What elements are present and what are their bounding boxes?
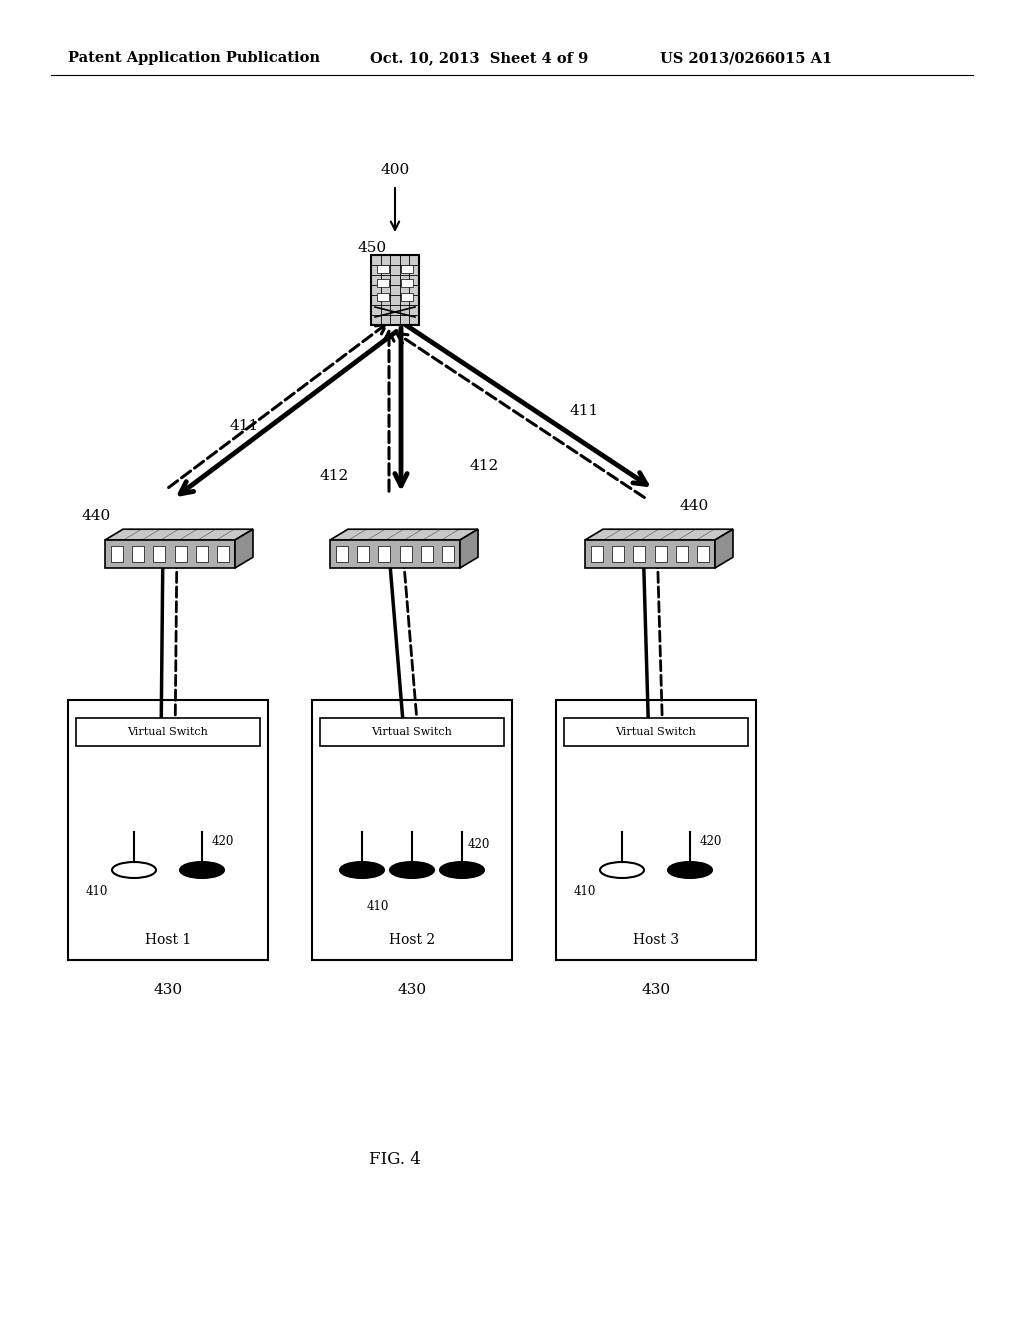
Bar — [68, 700, 268, 960]
Text: 430: 430 — [154, 983, 182, 997]
Text: 450: 450 — [358, 242, 387, 255]
Bar — [319, 718, 504, 746]
Text: 420: 420 — [468, 838, 490, 851]
Text: 420: 420 — [212, 836, 234, 847]
Bar — [371, 255, 419, 325]
Polygon shape — [585, 529, 733, 540]
Bar — [401, 293, 413, 301]
Text: Host 1: Host 1 — [144, 933, 191, 946]
Bar — [312, 700, 512, 960]
Bar — [612, 546, 625, 562]
Ellipse shape — [340, 862, 384, 878]
Text: 400: 400 — [380, 162, 410, 177]
Bar — [654, 546, 667, 562]
Polygon shape — [105, 529, 253, 540]
Bar — [401, 279, 413, 288]
Text: FIG. 4: FIG. 4 — [369, 1151, 421, 1168]
Bar — [154, 546, 166, 562]
Text: Oct. 10, 2013  Sheet 4 of 9: Oct. 10, 2013 Sheet 4 of 9 — [370, 51, 588, 65]
Bar — [379, 546, 390, 562]
Text: 420: 420 — [700, 836, 722, 847]
Polygon shape — [585, 540, 715, 568]
Text: US 2013/0266015 A1: US 2013/0266015 A1 — [660, 51, 833, 65]
Ellipse shape — [440, 862, 484, 878]
Ellipse shape — [112, 862, 156, 878]
Bar — [336, 546, 348, 562]
Text: Host 2: Host 2 — [389, 933, 435, 946]
Text: 430: 430 — [641, 983, 671, 997]
Bar — [421, 546, 433, 562]
Text: Host 3: Host 3 — [633, 933, 679, 946]
Bar — [399, 546, 412, 562]
Text: Virtual Switch: Virtual Switch — [128, 727, 209, 737]
Ellipse shape — [390, 862, 434, 878]
Bar — [175, 546, 186, 562]
Bar — [377, 264, 389, 273]
Bar — [442, 546, 454, 562]
Bar — [132, 546, 144, 562]
Text: 412: 412 — [470, 459, 500, 473]
Polygon shape — [105, 540, 234, 568]
Text: 430: 430 — [397, 983, 427, 997]
Text: 410: 410 — [574, 884, 596, 898]
Ellipse shape — [180, 862, 224, 878]
Polygon shape — [715, 529, 733, 568]
Bar — [634, 546, 645, 562]
Text: 440: 440 — [680, 499, 710, 513]
Text: 440: 440 — [82, 510, 112, 523]
Text: Virtual Switch: Virtual Switch — [372, 727, 453, 737]
Polygon shape — [330, 529, 478, 540]
Text: Patent Application Publication: Patent Application Publication — [68, 51, 319, 65]
Bar — [377, 279, 389, 288]
Bar — [401, 264, 413, 273]
Ellipse shape — [668, 862, 712, 878]
Text: Virtual Switch: Virtual Switch — [615, 727, 696, 737]
Bar — [377, 293, 389, 301]
Bar — [564, 718, 748, 746]
Polygon shape — [234, 529, 253, 568]
Polygon shape — [460, 529, 478, 568]
Text: 411: 411 — [230, 418, 259, 433]
Text: 411: 411 — [570, 404, 599, 418]
Bar — [217, 546, 229, 562]
Text: 410: 410 — [86, 884, 109, 898]
Bar — [357, 546, 370, 562]
Text: 410: 410 — [367, 900, 389, 913]
Bar — [676, 546, 688, 562]
Bar — [196, 546, 208, 562]
Text: 412: 412 — [319, 469, 349, 483]
Bar — [76, 718, 260, 746]
Polygon shape — [330, 540, 460, 568]
Bar — [697, 546, 709, 562]
Bar — [556, 700, 756, 960]
Ellipse shape — [600, 862, 644, 878]
Bar — [111, 546, 123, 562]
Bar — [591, 546, 603, 562]
